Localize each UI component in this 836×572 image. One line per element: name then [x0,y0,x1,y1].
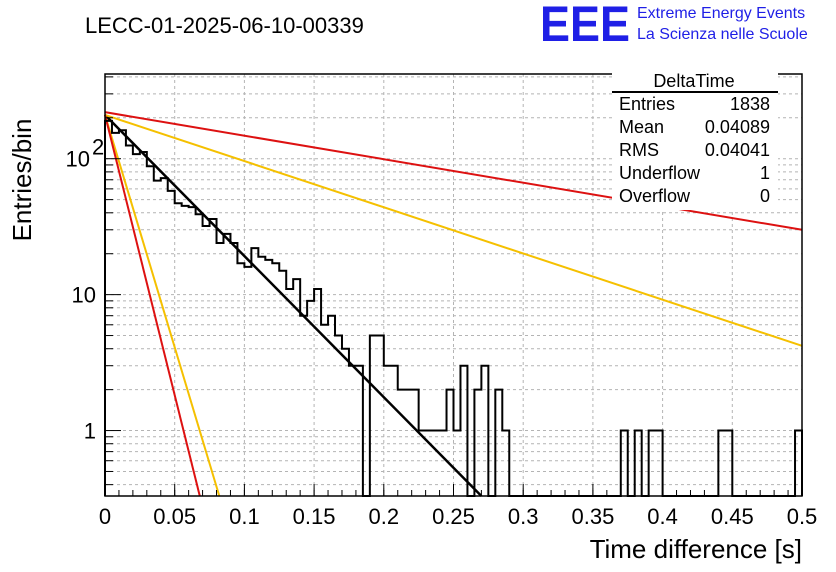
stats-label: Underflow [619,163,701,183]
fit-line [104,111,803,231]
histogram [104,119,803,497]
x-tick-label: 0.45 [711,504,754,529]
fit-line [104,113,803,347]
logo-line2: La Scienza nelle Scuole [637,26,808,43]
x-tick-label: 0.3 [508,504,539,529]
x-tick-label: 0.05 [153,504,196,529]
stats-label: Entries [619,94,675,114]
x-tick-label: 0.5 [787,504,818,529]
x-axis-label: Time difference [s] [590,534,802,564]
x-tick-label: 0.2 [369,504,400,529]
stats-title: DeltaTime [653,71,734,91]
stats-box: DeltaTime Entries 1838 Mean 0.04089 RMS 0.040… [612,71,778,210]
stats-label: Mean [619,117,664,137]
y-tick-label: 10 [66,147,90,172]
axes: 0 0.05 0.1 0.15 0.2 0.25 0.3 0.35 0.4 0.45 0.51101… [66,76,818,529]
stats-value: 1838 [730,94,770,114]
x-tick-label: 0.4 [647,504,678,529]
logo-mark: EEE [540,0,630,52]
stats-value: 0.04041 [705,140,770,160]
stats-value: 0.04089 [705,117,770,137]
y-tick-label: 10 [72,283,96,308]
y-tick-exponent: 2 [92,135,104,160]
x-tick-label: 0.15 [293,504,336,529]
stats-rows: Entries 1838 Mean 0.04089 RMS 0.04041Underflo… [619,94,770,206]
eee-logo: EEE Extreme Energy Events La Scienza nel… [540,0,808,52]
fit-lines [104,111,803,497]
stats-label: Overflow [619,186,691,206]
stats-label: RMS [619,140,659,160]
x-tick-label: 0 [99,504,111,529]
y-axis-label: Entries/bin [7,119,37,242]
x-tick-label: 0.25 [432,504,475,529]
logo-line1: Extreme Energy Events [637,5,805,22]
stats-value: 1 [760,163,770,183]
x-tick-label: 0.35 [571,504,614,529]
chart-title: LECC-01-2025-06-10-00339 [85,13,364,38]
grid [104,74,803,496]
x-tick-label: 0.1 [229,504,260,529]
fit-line [104,114,221,497]
y-tick-label: 1 [84,419,96,444]
stats-value: 0 [760,186,770,206]
histogram-outline [104,119,803,497]
fit-line [104,114,201,497]
